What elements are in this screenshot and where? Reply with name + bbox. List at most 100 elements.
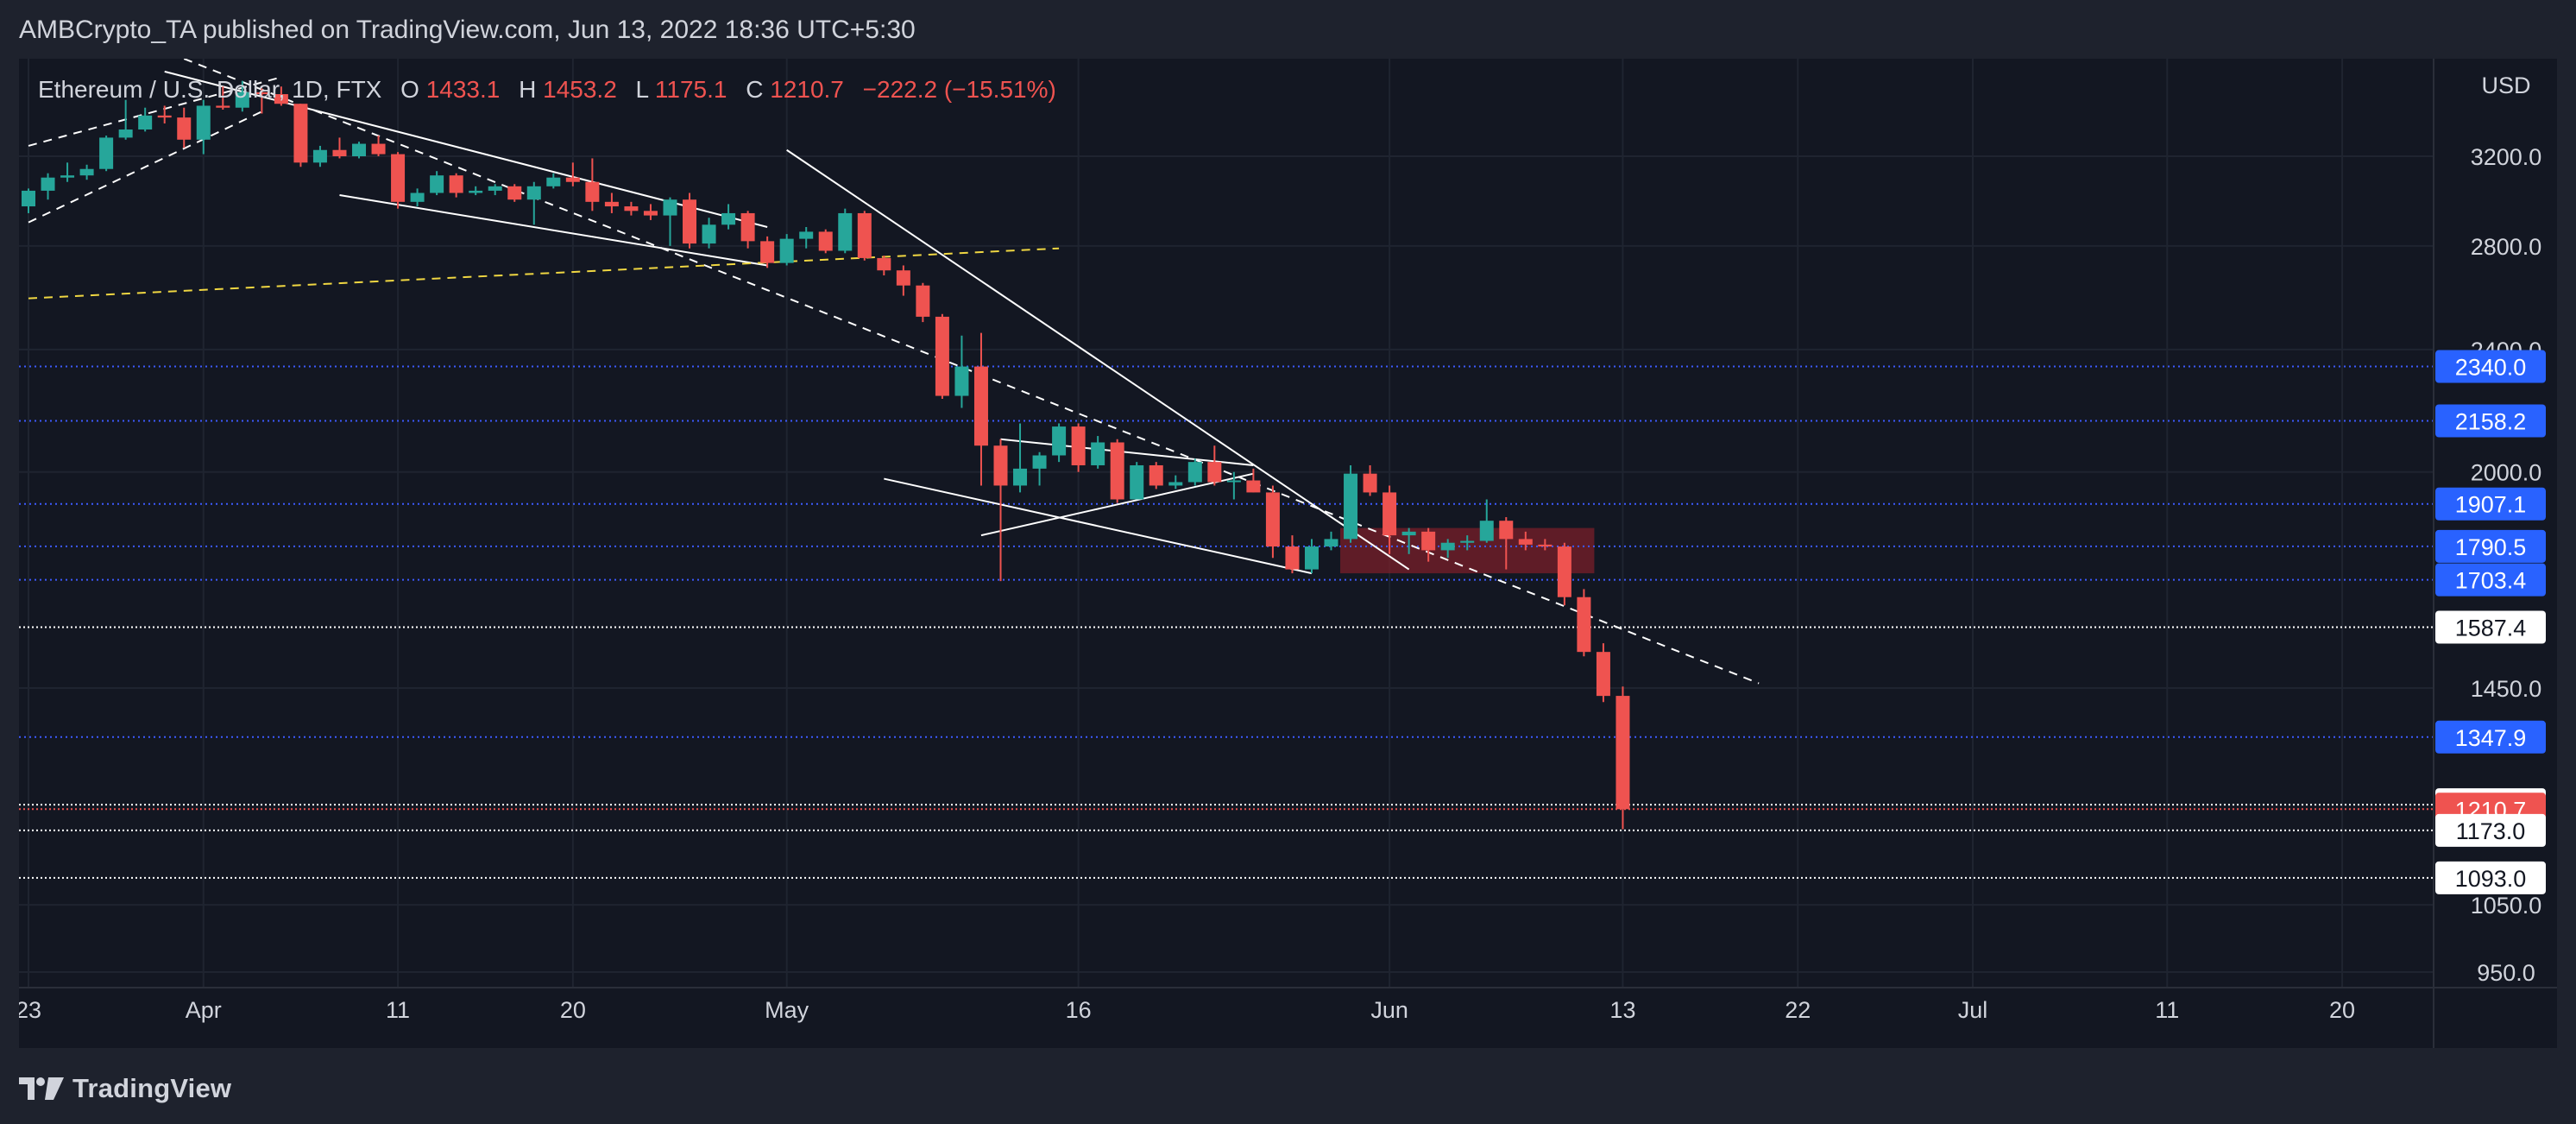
trendline [1000,438,1254,466]
candle-body [1382,492,1397,536]
candle-body [935,316,949,396]
price-badge-label: 2158.2 [2455,408,2527,434]
legend: Ethereum / U.S. Dollar, 1D, FTX O 1433.1… [38,76,1056,103]
candle-body [721,212,736,225]
price-badge-label: 1587.4 [2455,616,2527,641]
footer-branding[interactable]: TradingView [19,1067,231,1110]
candle-body [546,177,561,186]
candle-body [683,199,697,244]
candle-body [22,190,35,207]
legend-close-label: C [746,76,763,103]
candle-body [799,231,814,239]
candle-body [818,231,833,251]
price-axis[interactable]: USD [2433,59,2531,1048]
candle-body [1207,462,1222,483]
candle-body [877,257,891,271]
x-tick-label: 20 [2329,997,2355,1023]
y-tick-label: 2800.0 [2471,234,2542,260]
candle-body [1596,652,1610,697]
candle-body [255,92,269,95]
candle-body [526,186,541,200]
price-badge [2435,813,2546,847]
candle-body [391,154,406,202]
trendline [28,111,262,224]
candle-body [235,92,249,108]
x-tick-label: 16 [1066,997,1092,1023]
candle-body [1226,480,1241,483]
legend-high-value: 1453.2 [543,76,617,103]
candle-body [371,143,386,155]
candle-body [196,105,211,140]
tradingview-logo-icon [19,1077,64,1100]
publisher-name[interactable]: AMBCrypto_TA [19,16,196,44]
candle-body [663,199,677,216]
candle-body [1032,455,1047,469]
candle-body [1285,546,1300,570]
candlestick-chart[interactable]: Ethereum / U.S. Dollar, 1D, FTX O 1433.1… [19,59,2557,1048]
candle-body [1440,542,1455,551]
candle-body [565,177,580,182]
candle-body [1421,531,1436,551]
price-badge [2435,350,2546,383]
chart-area[interactable]: Ethereum / U.S. Dollar, 1D, FTX O 1433.1… [19,59,2557,1048]
price-badge [2435,861,2546,894]
price-badge-label: 1790.5 [2455,534,2527,560]
candle-body [993,445,1008,486]
y-tick-label: 2000.0 [2471,460,2542,486]
candle-body [430,175,444,193]
candle-body [41,177,55,191]
price-badge-label: 2340.0 [2455,355,2527,381]
candle-body [488,186,502,191]
candle-body [1344,473,1358,540]
candle-body [293,104,308,163]
price-badge-label: 1347.9 [2455,725,2527,751]
candle-body [1518,539,1533,545]
candle-body [702,224,716,244]
legend-open-label: O [400,76,419,103]
candle-body [1168,482,1183,486]
trendline [28,247,1060,300]
y-ticks: 3200.02800.02400.02000.01450.01050.0950.… [2471,144,2542,986]
candle-body [1052,426,1067,456]
candle-body [177,117,192,140]
candle-body [1557,546,1571,597]
candle-body [1130,464,1144,500]
legend-symbol: Ethereum / U.S. Dollar, 1D, FTX [38,76,382,103]
candle-body [1401,531,1416,536]
x-tick-label: 11 [2155,997,2179,1023]
candle-body [1616,696,1630,810]
price-badge [2435,487,2546,521]
y-tick-label: 1450.0 [2471,676,2542,702]
price-badge-label: 1173.0 [2456,818,2526,844]
price-badge [2435,404,2546,438]
publish-info: AMBCrypto_TA published on TradingView.co… [19,16,916,45]
trendlines [28,59,1760,685]
candle-body [740,212,755,242]
candle-body [1363,473,1377,493]
candle-body [216,105,230,108]
candle-body [604,201,619,207]
candles [22,80,1630,830]
candle-body [1071,426,1086,465]
candle-body [507,186,522,200]
candle-body [643,211,658,216]
candle-body [1499,521,1514,540]
candle-body [1324,539,1338,547]
candle-body [449,175,463,193]
candle-body [157,115,172,118]
trendline [183,59,1760,685]
candle-body [1091,442,1105,465]
candle-body [624,206,639,212]
candle-body [79,168,94,176]
price-badge-label: 1907.1 [2455,492,2527,518]
legend-close-value: 1210.7 [770,76,844,103]
y-tick-label: 1050.0 [2471,893,2542,919]
candle-body [1304,546,1319,570]
candle-body [1187,462,1202,483]
legend-open-value: 1433.1 [426,76,501,103]
price-badges: 2340.0 2158.2 1907.1 1790.5 1703.4 1587.4 1347… [2435,350,2546,894]
candle-body [585,181,600,202]
publish-date: published on TradingView.com, Jun 13, 20… [202,16,916,44]
candle-body [312,149,327,163]
x-tick-label: Jul [1958,997,1988,1023]
